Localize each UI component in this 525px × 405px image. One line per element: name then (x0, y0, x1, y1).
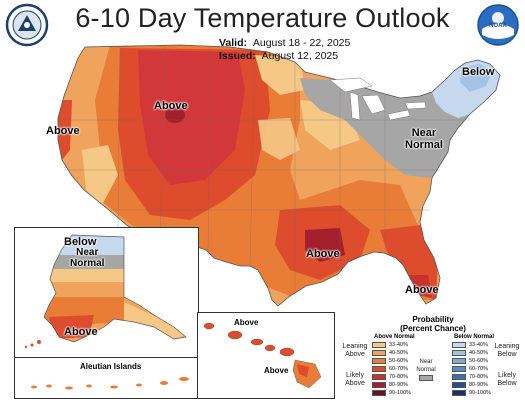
below-legend-row: 50-60% (452, 358, 488, 364)
above-legend-row: 50-60% (372, 358, 408, 364)
above-legend-row: 90-100% (372, 390, 411, 396)
below-legend-swatch (452, 342, 466, 348)
below-legend-row: 90-100% (452, 390, 491, 396)
legend-above-header: Above Normal (374, 334, 415, 340)
legend-near-normal: Near Normal (416, 359, 436, 373)
below-legend-bin-label: 90-100% (469, 390, 492, 396)
label-alaska-above: Above (64, 326, 98, 338)
date-block: Valid: August 18 - 22, 2025 Issued: Augu… (219, 37, 350, 63)
label-alaska-near-normal: Near Normal (70, 247, 105, 269)
above-legend-swatch (372, 350, 386, 356)
label-below-new-england: Below (462, 66, 495, 78)
aleutian-map (31, 377, 189, 390)
below-legend-swatch (452, 390, 466, 396)
above-legend-row: 33-40% (372, 342, 408, 348)
below-legend-bin-label: 33-40% (469, 342, 488, 348)
dept-commerce-seal-icon (5, 3, 49, 47)
below-legend-swatch (452, 374, 466, 380)
valid-dates: August 18 - 22, 2025 (252, 37, 351, 49)
above-legend-row: 40-50% (372, 350, 408, 356)
above-legend-swatch (372, 342, 386, 348)
above-legend-bin-label: 80-90% (389, 382, 408, 388)
label-aleutian-islands: Aleutian Islands (80, 362, 142, 371)
hawaii-map (203, 322, 322, 389)
above-legend-swatch (372, 374, 386, 380)
below-legend-swatch (452, 350, 466, 356)
above-legend-bin-label: 90-100% (389, 390, 412, 396)
below-legend-row: 60-70% (452, 366, 488, 372)
above-legend-bin-label: 60-70% (389, 366, 408, 372)
label-hawaii-above-2: Above (264, 366, 289, 375)
legend: Probability (Percent Chance) Above Norma… (336, 305, 525, 405)
above-legend-bin-label: 50-60% (389, 358, 408, 364)
legend-leaning-above: Leaning Above (342, 343, 368, 358)
below-legend-swatch (452, 366, 466, 372)
below-legend-swatch (452, 382, 466, 388)
label-above-florida: Above (405, 284, 439, 296)
above-legend-bin-label: 40-50% (389, 350, 408, 356)
alaska-map (24, 234, 187, 349)
below-legend-row: 33-40% (452, 342, 488, 348)
below-legend-bin-label: 40-50% (469, 350, 488, 356)
issued-date: August 12, 2025 (261, 50, 339, 62)
above-legend-swatch (372, 358, 386, 364)
above-legend-bin-label: 33-40% (389, 342, 408, 348)
below-legend-bin-label: 80-90% (469, 382, 488, 388)
above-legend-swatch (372, 382, 386, 388)
label-hawaii-above-1: Above (234, 318, 259, 327)
above-legend-swatch (372, 390, 386, 396)
label-near-normal-northeast: Near Normal (405, 127, 443, 151)
legend-below-header: Below Normal (454, 334, 495, 340)
above-legend-row: 60-70% (372, 366, 408, 372)
legend-likely-below: Likely Below (497, 372, 517, 387)
above-legend-swatch (372, 366, 386, 372)
label-above-west-coast: Above (46, 125, 80, 137)
svg-text:NOAA: NOAA (489, 23, 507, 29)
label-above-rockies: Above (154, 100, 188, 112)
above-legend-row: 80-90% (372, 382, 408, 388)
legend-likely-above: Likely Above (345, 372, 365, 387)
below-legend-bin-label: 70-80% (469, 374, 488, 380)
legend-title: Probability (Percent Chance) (400, 315, 466, 333)
legend-leaning-below: Leaning Below (494, 343, 520, 358)
aleutian-inset (14, 357, 199, 399)
below-legend-bin-label: 60-70% (469, 366, 488, 372)
below-legend-row: 80-90% (452, 382, 488, 388)
label-above-gulf: Above (306, 248, 340, 260)
above-legend-bin-label: 70-80% (389, 374, 408, 380)
below-legend-bin-label: 50-60% (469, 358, 488, 364)
label-alaska-below: Below (64, 236, 97, 248)
below-legend-row: 40-50% (452, 350, 488, 356)
legend-near-swatch (419, 375, 433, 381)
noaa-logo-icon: NOAA (477, 4, 519, 46)
below-legend-swatch (452, 358, 466, 364)
above-legend-row: 70-80% (372, 374, 408, 380)
map-title: 6-10 Day Temperature Outlook (75, 3, 450, 33)
below-legend-row: 70-80% (452, 374, 488, 380)
issued-label: Issued: (219, 50, 256, 62)
valid-label: Valid: (219, 37, 248, 49)
